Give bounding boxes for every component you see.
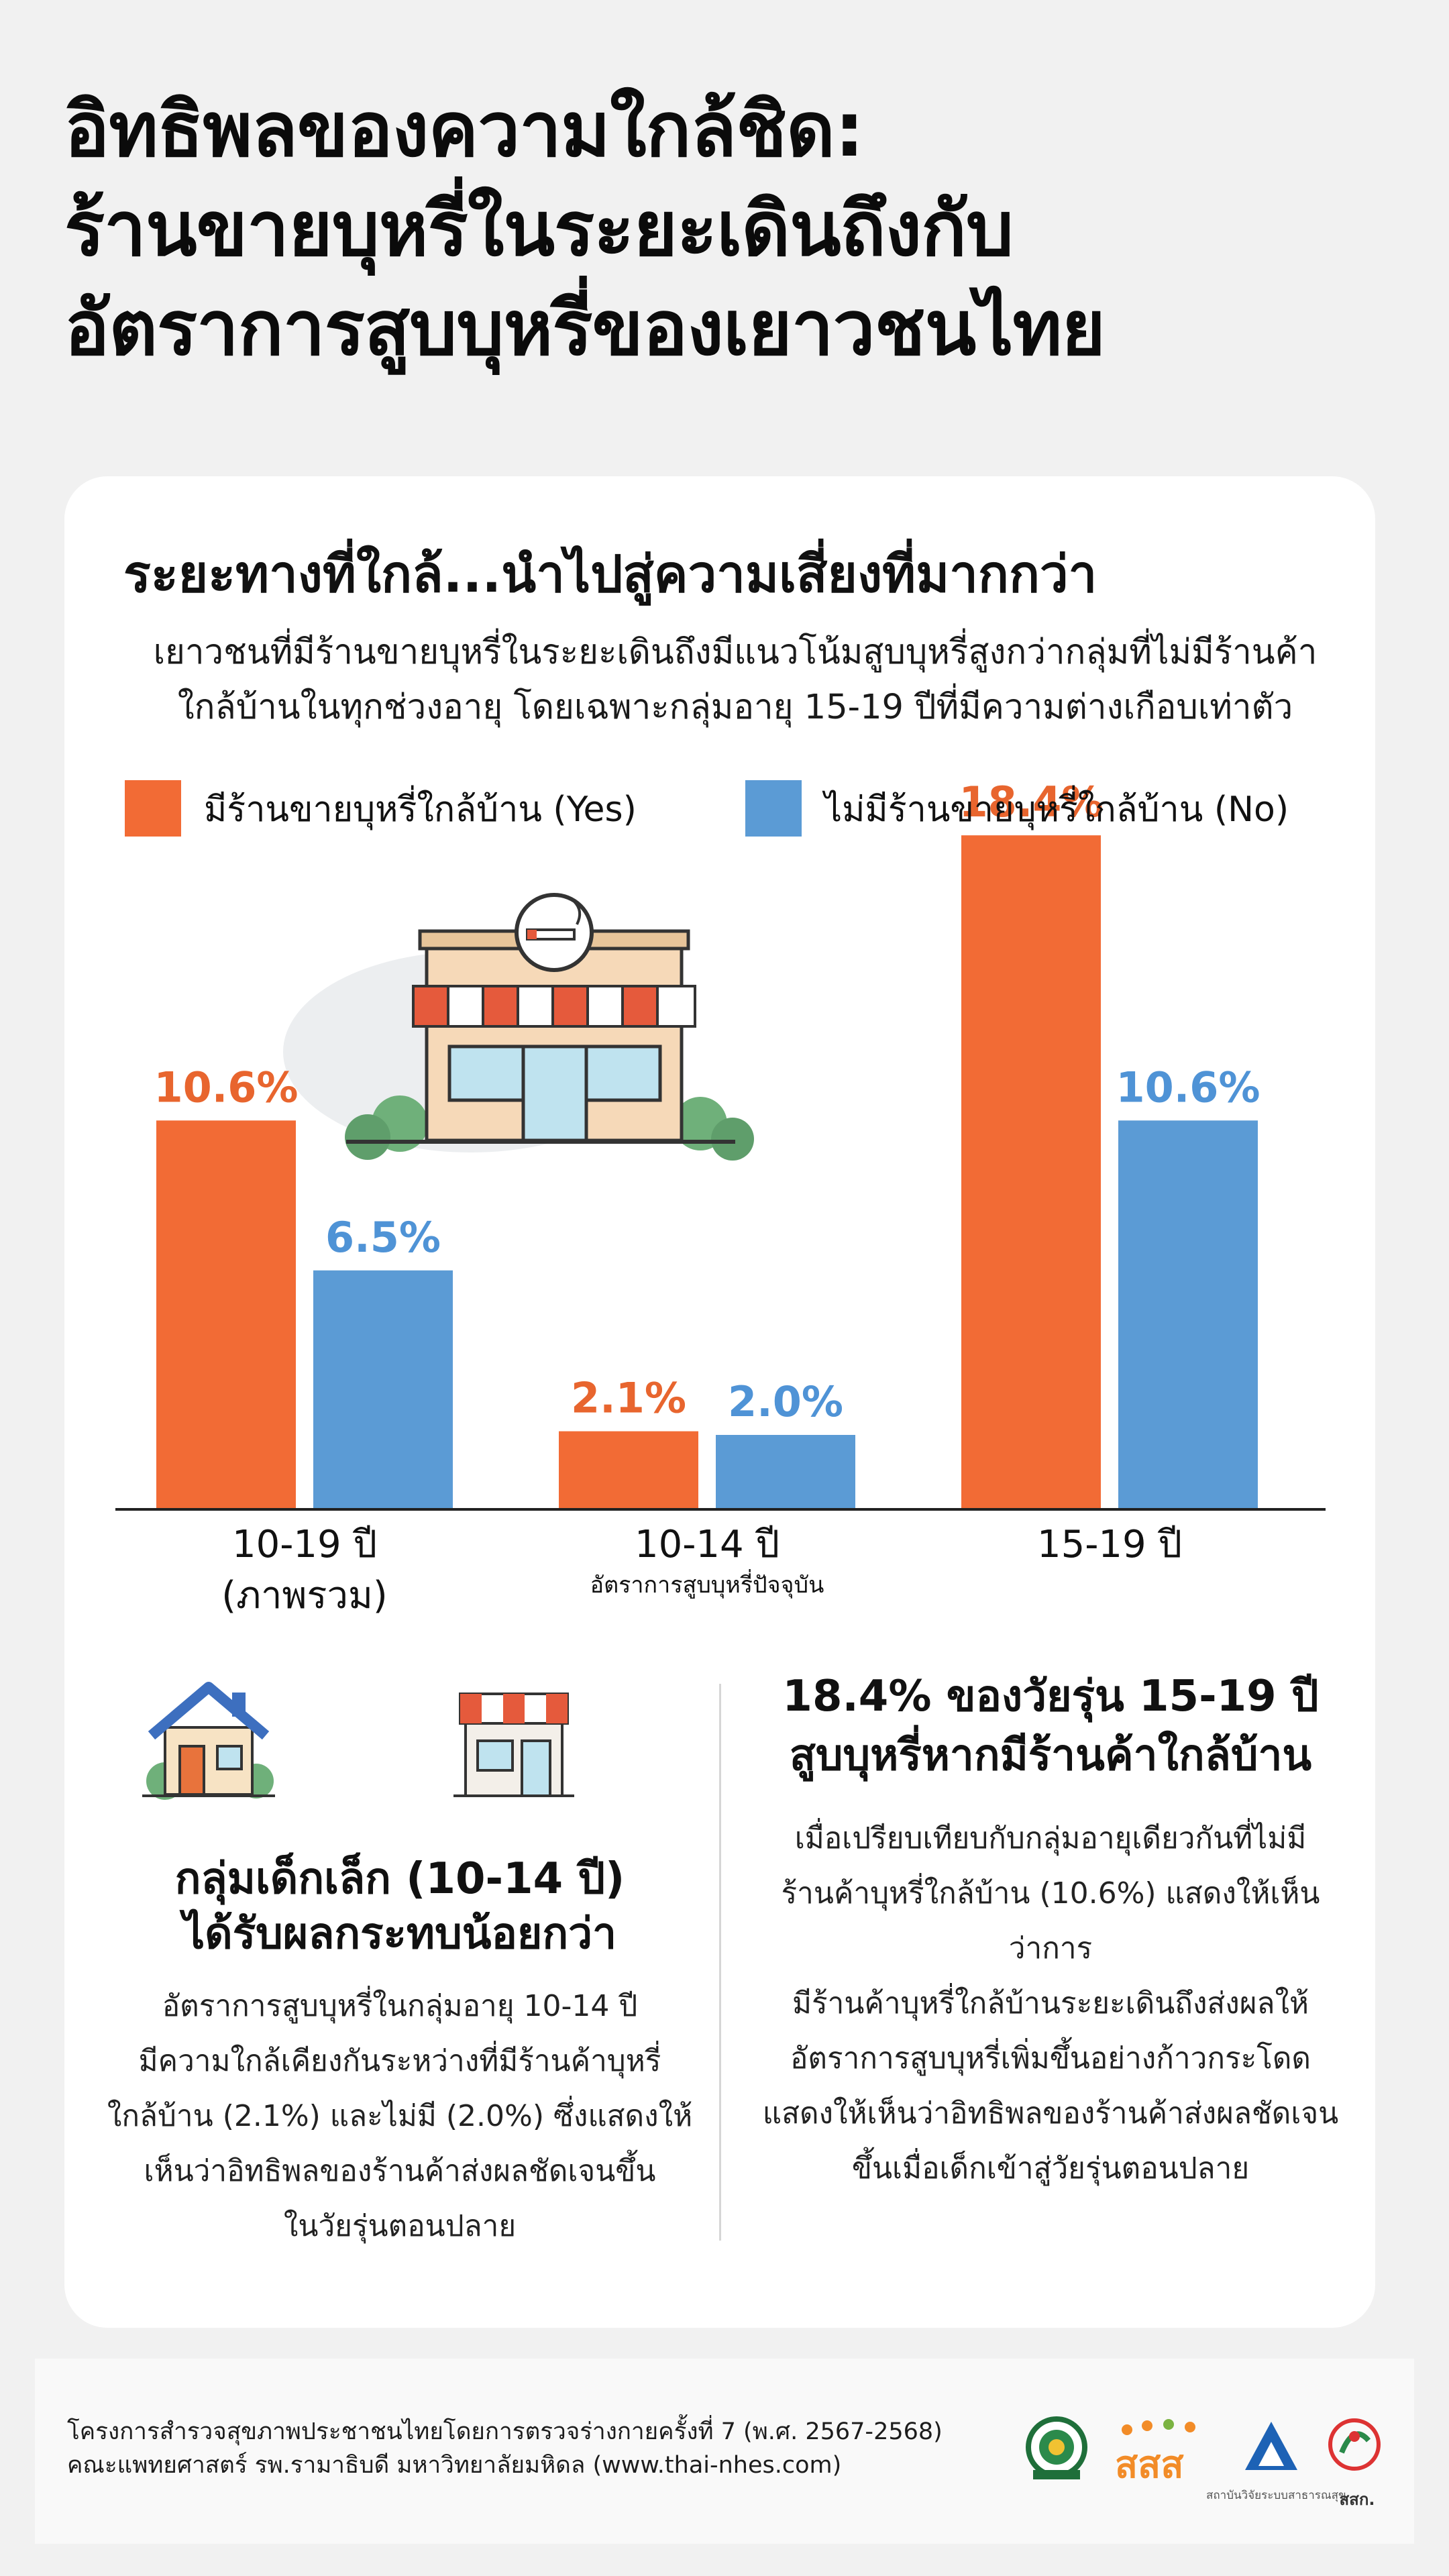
title-line-1: อิทธิพลของความใกล้ชิด: — [64, 87, 865, 174]
hsri-logo-label: สถาบันวิจัยระบบสาธารณสุข — [1206, 2489, 1346, 2502]
bar-no-1 — [716, 1435, 855, 1508]
legend-item-no: ไม่มีร้านขายบุหรี่ใกล้บ้าน (No) — [745, 778, 1289, 839]
data-label-no-2: 10.6% — [1116, 1063, 1260, 1112]
x-tick-label-0: 10-19 ปี (ภาพรวม) — [221, 1523, 388, 1617]
data-label-yes-0: 10.6% — [154, 1063, 298, 1112]
footer-line-1: โครงการสำรวจสุขภาพประชาชนไทยโดยการตรวจร่… — [67, 2418, 943, 2445]
legend-swatch-yes — [125, 780, 181, 837]
hsri-logo-icon — [1245, 2422, 1297, 2470]
x-tick-label-2: 15-19 ปี — [1036, 1523, 1183, 1566]
store-illustration-icon — [283, 893, 754, 1161]
legend-label-yes: มีร้านขายบุหรี่ใกล้บ้าน (Yes) — [204, 789, 637, 830]
title-line-3: อัตราการสูบบุหรี่ของเยาวชนไทย — [64, 285, 1106, 372]
footer: โครงการสำรวจสุขภาพประชาชนไทยโดยการตรวจร่… — [35, 2359, 1414, 2544]
legend-item-yes: มีร้านขายบุหรี่ใกล้บ้าน (Yes) — [125, 778, 637, 839]
bar-chart: 10.6% 2.1% 18.4% 6.5% 2.0% 10.6% — [115, 777, 1326, 1511]
legend-label-no: ไม่มีร้านขายบุหรี่ใกล้บ้าน (No) — [824, 789, 1289, 830]
footer-text: โครงการสำรวจสุขภาพประชาชนไทยโดยการตรวจร่… — [67, 2415, 943, 2482]
title-line-2: ร้านขายบุหรี่ในระยะเดินถึงกับ — [64, 186, 1014, 273]
bar-yes-2 — [961, 835, 1101, 1508]
footer-line-2: คณะแพทยศาสตร์ รพ.รามาธิบดี มหาวิทยาลัยมห… — [67, 2452, 842, 2479]
panel-divider — [719, 1684, 721, 2241]
right-panel-body: เมื่อเปรียบเทียบกับกลุ่มอายุเดียวกันที่ไ… — [762, 1821, 1339, 2186]
card-subtitle: เยาวชนที่มีร้านขายบุหรี่ในระยะเดินถึงมีแ… — [125, 625, 1346, 735]
sss-logo: สสส — [1115, 2416, 1216, 2485]
skk-logo-label: สสก. — [1339, 2490, 1375, 2509]
main-card: 10.6% 2.1% 18.4% 6.5% 2.0% 10.6% ระยะทางที่ใก… — [64, 476, 1375, 2328]
bar-yes-0 — [156, 1120, 296, 1508]
right-panel-title: 18.4% ของวัยรุ่น 15-19 ปี สูบบุหรี่หากมี… — [782, 1672, 1319, 1780]
data-label-no-1: 2.0% — [728, 1377, 843, 1426]
data-label-no-0: 6.5% — [325, 1213, 441, 1262]
shop-icon — [453, 1693, 574, 1797]
skk-logo-icon — [1328, 2418, 1381, 2471]
card-subtitle-line-1: เยาวชนที่มีร้านขายบุหรี่ในระยะเดินถึงมีแ… — [153, 633, 1318, 672]
data-label-yes-1: 2.1% — [571, 1374, 686, 1423]
legend-swatch-no — [745, 780, 802, 837]
bar-yes-1 — [559, 1431, 698, 1508]
page-title: อิทธิพลของความใกล้ชิด: ร้านขายบุหรี่ในระ… — [64, 80, 1393, 378]
health-department-logo-icon — [1026, 2416, 1087, 2479]
house-icon — [142, 1682, 275, 1800]
bar-no-2 — [1118, 1120, 1258, 1508]
data-label-yes-2: 18.4% — [959, 777, 1103, 826]
sss-stars-icon — [1122, 2419, 1195, 2435]
card-subtitle-line-2: ใกล้บ้านในทุกช่วงอายุ โดยเฉพาะกลุ่มอายุ … — [177, 688, 1293, 727]
left-panel-body: อัตราการสูบบุหรี่ในกลุ่มอายุ 10-14 ปี มี… — [107, 1989, 693, 2243]
x-tick-label-1: 10-14 ปี อัตราการสูบบุหรี่ปัจจุบัน — [590, 1523, 824, 1599]
bar-no-0 — [313, 1270, 453, 1508]
left-panel-title: กลุ่มเด็กเล็ก (10-14 ปี) ได้รับผลกระทบน้… — [174, 1854, 625, 1959]
card-heading: ระยะทางที่ใกล้...นำไปสู่ความเสี่ยงที่มาก… — [123, 544, 1097, 604]
